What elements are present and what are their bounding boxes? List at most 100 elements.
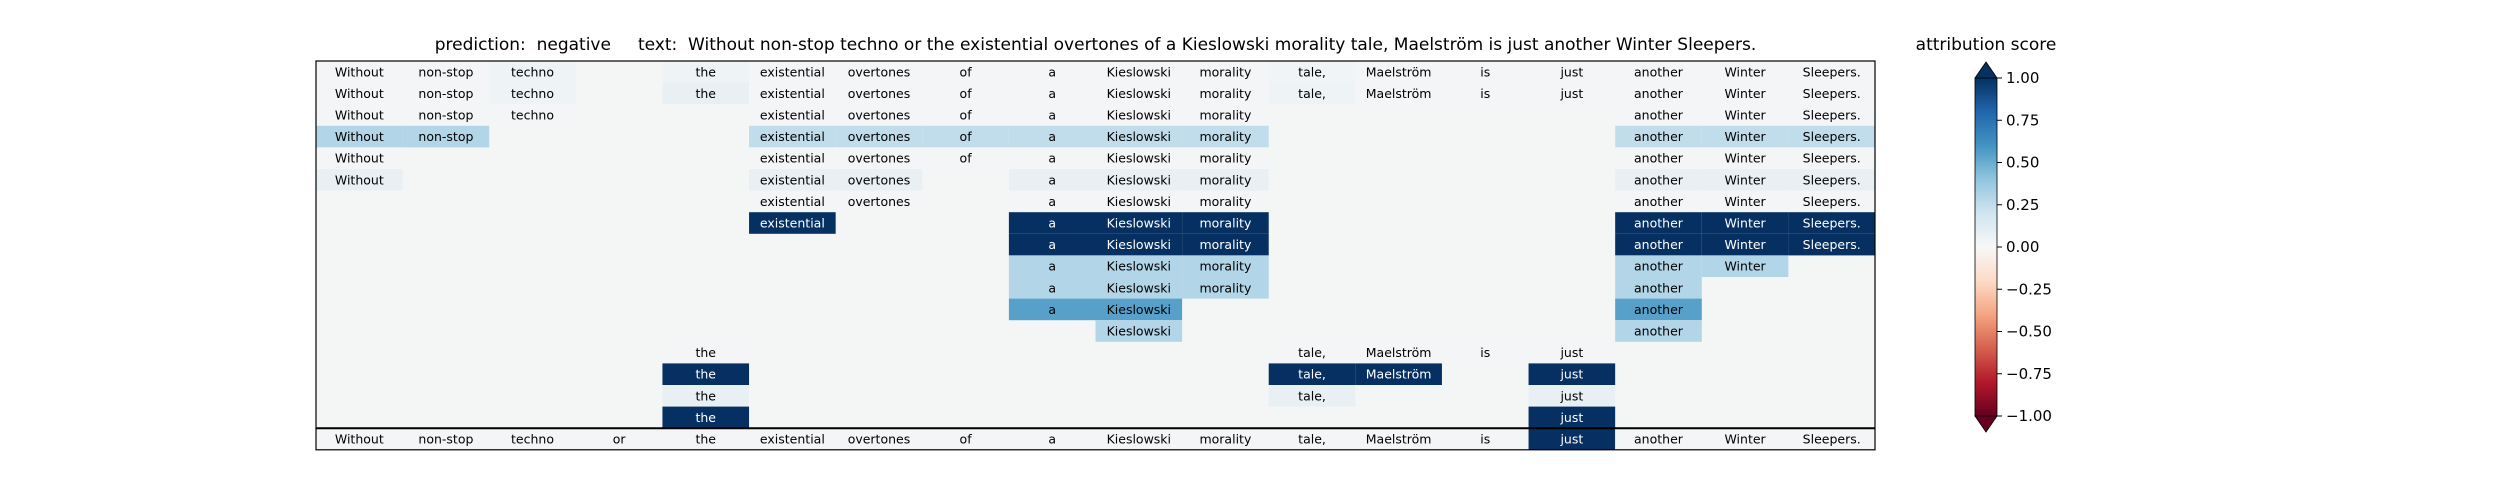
heatmap-cell-1-0 [316,82,403,105]
heatmap-word-4-5: existential [760,151,825,166]
heatmap-cell-1-1 [402,82,490,105]
heatmap-cell-5-17 [1788,169,1875,191]
heatmap-cell-13-13 [1441,341,1529,364]
heatmap-word-1-12: Maelström [1366,86,1432,101]
heatmap-cell-11-9 [1095,298,1183,321]
colorbar-tick-label-4: 0.00 [2006,238,2039,256]
full-sentence-word-0-9: Kieslowski [1107,432,1171,447]
heatmap-cell-5-15 [1615,169,1702,191]
heatmap-word-3-5: existential [760,129,825,144]
heatmap-cell-7-15 [1615,212,1702,234]
heatmap-word-2-10: morality [1199,108,1251,123]
full-sentence-word-0-5: existential [760,432,825,447]
full-sentence-cell-0-3 [575,428,663,450]
heatmap-cell-1-7 [922,82,1009,105]
heatmap-cell-14-11 [1268,363,1356,385]
heatmap-word-4-8: a [1048,151,1056,166]
heatmap-word-1-7: of [960,86,973,101]
heatmap-cell-3-17 [1788,125,1875,148]
heatmap-cell-12-15 [1615,320,1702,342]
heatmap-cell-13-11 [1268,341,1356,364]
heatmap-cell-1-16 [1701,82,1789,105]
heatmap-word-0-13: is [1480,64,1490,79]
colorbar [1974,77,1998,417]
heatmap-word-4-6: overtones [848,151,911,166]
heatmap-cell-7-8 [1008,212,1096,234]
heatmap-word-0-9: Kieslowski [1107,64,1171,79]
heatmap-cell-2-5 [749,104,836,126]
colorbar-tick-label-7: −0.75 [2006,365,2052,383]
heatmap-word-7-17: Sleepers. [1803,216,1861,231]
heatmap-cell-6-15 [1615,190,1702,213]
heatmap-cell-0-12 [1355,61,1442,83]
heatmap-word-10-15: another [1634,280,1684,295]
heatmap-word-6-6: overtones [848,194,911,209]
heatmap-cell-0-16 [1701,61,1789,83]
full-sentence-word-0-16: Winter [1724,432,1766,447]
heatmap-word-1-13: is [1480,86,1490,101]
heatmap-word-1-10: morality [1199,86,1251,101]
heatmap-frame [315,60,1876,451]
heatmap-word-10-10: morality [1199,280,1251,295]
full-sentence-cell-0-11 [1268,428,1356,450]
heatmap-word-4-9: Kieslowski [1107,151,1171,166]
heatmap-word-1-4: the [695,86,716,101]
heatmap-word-2-16: Winter [1724,108,1766,123]
full-sentence-word-0-10: morality [1199,432,1251,447]
heatmap-cell-16-4 [662,406,750,429]
colorbar-title: attribution score [1915,35,2057,55]
heatmap-cell-2-8 [1008,104,1096,126]
full-sentence-word-0-15: another [1634,432,1684,447]
heatmap-word-6-15: another [1634,194,1684,209]
heatmap-cell-8-17 [1788,233,1875,256]
heatmap-word-3-8: a [1048,129,1056,144]
heatmap-word-3-15: another [1634,129,1684,144]
heatmap-word-1-11: tale, [1298,86,1326,101]
heatmap-cell-14-12 [1355,363,1442,385]
colorbar-tick-label-6: −0.50 [2006,323,2052,341]
full-sentence-word-0-1: non-stop [418,432,473,447]
heatmap-word-1-8: a [1048,86,1056,101]
heatmap-word-1-2: techno [511,86,554,101]
heatmap-cell-16-14 [1528,406,1616,429]
heatmap-cell-3-1 [402,125,490,148]
heatmap-cell-6-17 [1788,190,1875,213]
heatmap-word-14-11: tale, [1298,367,1326,382]
heatmap-cell-2-1 [402,104,490,126]
heatmap-word-2-7: of [960,108,973,123]
heatmap-cell-5-8 [1008,169,1096,191]
heatmap-cell-1-17 [1788,82,1875,105]
heatmap-cell-1-11 [1268,82,1356,105]
heatmap-cell-6-10 [1182,190,1269,213]
heatmap-cell-9-8 [1008,255,1096,277]
heatmap-word-2-0: Without [335,108,384,123]
heatmap-cell-4-17 [1788,147,1875,169]
heatmap-cell-7-17 [1788,212,1875,234]
heatmap-word-3-6: overtones [848,129,911,144]
heatmap-word-6-17: Sleepers. [1803,194,1861,209]
heatmap-cell-7-9 [1095,212,1183,234]
heatmap-cell-5-0 [316,169,403,191]
heatmap-word-8-8: a [1048,237,1056,252]
heatmap-word-4-0: Without [335,151,384,166]
full-sentence-cell-0-13 [1441,428,1529,450]
heatmap-word-15-14: just [1559,388,1583,403]
heatmap-word-2-1: non-stop [418,108,473,123]
full-sentence-cell-0-6 [835,428,923,450]
heatmap-cell-9-16 [1701,255,1789,277]
heatmap-cell-6-8 [1008,190,1096,213]
heatmap-word-0-16: Winter [1724,64,1766,79]
heatmap-cell-13-4 [662,341,750,364]
heatmap-cell-10-8 [1008,277,1096,299]
heatmap-cell-1-6 [835,82,923,105]
heatmap-word-7-8: a [1048,216,1056,231]
heatmap-cell-9-9 [1095,255,1183,277]
heatmap-word-2-15: another [1634,108,1684,123]
heatmap-cell-2-15 [1615,104,1702,126]
heatmap-cell-0-8 [1008,61,1096,83]
heatmap-cell-1-10 [1182,82,1269,105]
heatmap-cell-0-14 [1528,61,1616,83]
heatmap-word-2-9: Kieslowski [1107,108,1171,123]
heatmap-cell-0-17 [1788,61,1875,83]
heatmap-word-4-17: Sleepers. [1803,151,1861,166]
